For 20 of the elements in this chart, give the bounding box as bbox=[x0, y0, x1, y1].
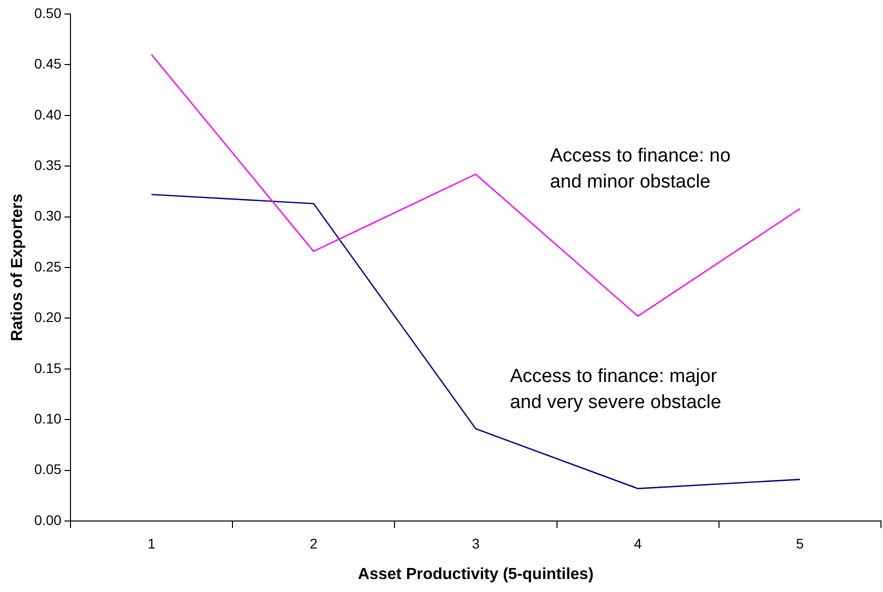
x-tick-label: 3 bbox=[472, 535, 480, 552]
x-tick-label: 4 bbox=[634, 535, 642, 552]
x-tick-label: 1 bbox=[148, 535, 156, 552]
series-label: Access to finance: no and minor obstacle bbox=[550, 145, 731, 192]
y-tick-label: 0.15 bbox=[34, 360, 62, 376]
y-tick-label: 0.05 bbox=[34, 461, 62, 478]
y-tick-label: 0.30 bbox=[34, 208, 62, 224]
y-tick-label: 0.20 bbox=[34, 309, 62, 326]
y-tick-label: 0.10 bbox=[34, 410, 62, 426]
y-tick-label: 0.40 bbox=[34, 106, 62, 122]
x-tick-label: 2 bbox=[310, 535, 318, 552]
y-tick-label: 0.00 bbox=[34, 512, 62, 528]
x-axis-title: Asset Productivity (5-quintiles) bbox=[358, 566, 594, 583]
y-tick-label: 0.50 bbox=[34, 4, 62, 21]
y-tick-label: 0.25 bbox=[34, 258, 62, 274]
y-axis-title: Ratios of Exporters bbox=[9, 194, 26, 342]
y-tick-label: 0.45 bbox=[34, 56, 62, 72]
series-label: Access to finance: major and very severe obstacle bbox=[510, 366, 722, 414]
x-tick-label: 5 bbox=[796, 535, 804, 552]
y-tick-label: 0.35 bbox=[34, 156, 62, 173]
